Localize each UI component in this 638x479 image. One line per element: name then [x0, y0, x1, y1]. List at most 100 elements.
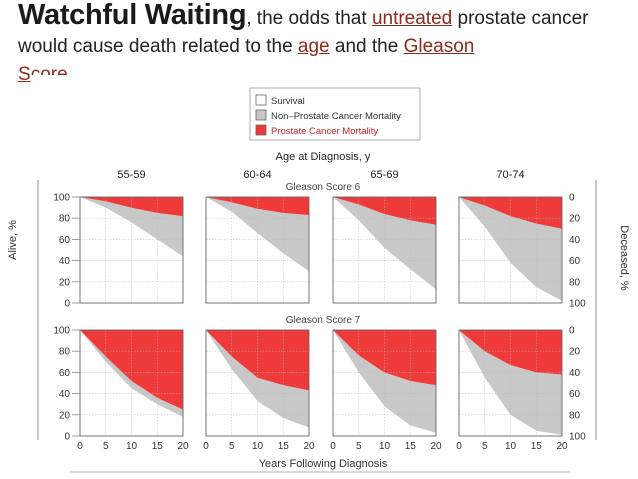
legend-label-2: Non–Prostate Cancer Mortality [271, 111, 401, 122]
x-tick-c4-10: 10 [505, 441, 517, 452]
y-axis-title-right: Deceased, % [618, 225, 630, 291]
y-tick-left-r2-0: 0 [64, 432, 70, 443]
y-tick-right-r1-40: 40 [569, 235, 581, 246]
legend-swatch-3 [255, 124, 267, 136]
x-tick-c2-10: 10 [252, 441, 264, 452]
panel-bg-r1-55-59 [80, 197, 183, 303]
prostate-area-r1-70-74 [459, 197, 562, 229]
legend-swatch-1 [255, 94, 267, 106]
age-header-60-64: 60-64 [243, 169, 271, 181]
x-tick-c2-0: 0 [203, 441, 209, 452]
row-label-1: Gleason Score 6 [286, 182, 361, 193]
y-tick-right-r1-100: 100 [569, 299, 586, 310]
y-tick-left-r2-20: 20 [59, 410, 71, 421]
prostate-area-r1-65-69 [333, 197, 436, 225]
panel-bg-r1-70-74 [459, 197, 562, 303]
x-tick-c2-5: 5 [229, 441, 235, 452]
panel-frame-r1-55-59 [79, 196, 184, 304]
x-tick-c1-0: 0 [77, 441, 83, 452]
y-tick-right-r1-80: 80 [569, 277, 581, 288]
x-tick-c4-5: 5 [482, 441, 488, 452]
y-tick-left-r1-80: 80 [59, 214, 71, 225]
title-text-2: prostate cancer would cause death relate… [18, 8, 589, 57]
x-tick-c3-10: 10 [379, 441, 391, 452]
prostate-area-r2-70-74 [459, 330, 562, 375]
panel-frame-r1-60-64 [205, 196, 310, 304]
x-tick-c3-0: 0 [330, 441, 336, 452]
non-prostate-area-r1-70-74 [459, 197, 562, 301]
x-tick-c2-15: 15 [278, 441, 290, 452]
slide-title: Watchful Waiting, the odds that untreate… [18, 0, 633, 89]
x-tick-c3-15: 15 [405, 441, 417, 452]
title-text-3: and the [329, 36, 404, 57]
y-tick-right-r1-0: 0 [569, 193, 575, 204]
panel-bg-r1-65-69 [333, 197, 436, 303]
panel-bg-r2-70-74 [459, 330, 562, 436]
prostate-area-r2-60-64 [206, 330, 309, 391]
y-tick-right-r1-20: 20 [569, 214, 581, 225]
chart-title: Age at Diagnosis, y [276, 151, 371, 163]
y-tick-right-r2-40: 40 [569, 368, 581, 379]
panel-bg-r2-65-69 [333, 330, 436, 436]
panel-frame-r2-55-59 [79, 329, 184, 437]
y-tick-left-r2-60: 60 [59, 368, 71, 379]
non-prostate-area-r1-60-64 [206, 197, 309, 272]
title-link-age[interactable]: age [297, 36, 330, 57]
non-prostate-area-r2-70-74 [459, 330, 562, 435]
legend-label-1: Survival [271, 96, 305, 107]
prostate-area-r1-60-64 [206, 197, 309, 215]
panel-frame-r2-70-74 [458, 329, 563, 437]
title-link-gleason[interactable]: Gleason [403, 36, 475, 57]
y-tick-left-r1-40: 40 [59, 256, 71, 267]
x-tick-c4-20: 20 [556, 441, 568, 452]
title-text-1: , the odds that [246, 8, 372, 29]
x-axis-title: Years Following Diagnosis [259, 458, 388, 470]
panel-frame-r2-60-64 [205, 329, 310, 437]
y-tick-left-r1-20: 20 [59, 277, 71, 288]
x-tick-c4-15: 15 [531, 441, 543, 452]
panel-frame-r1-65-69 [332, 196, 437, 304]
title-link-untreated[interactable]: untreated [371, 8, 453, 29]
y-tick-right-r2-100: 100 [569, 432, 586, 443]
non-prostate-area-r1-55-59 [80, 197, 183, 257]
x-tick-c1-20: 20 [177, 441, 189, 452]
x-tick-c1-15: 15 [152, 441, 164, 452]
age-header-70-74: 70-74 [496, 169, 524, 181]
prostate-area-r2-55-59 [80, 330, 183, 410]
y-tick-right-r1-60: 60 [569, 256, 581, 267]
y-tick-left-r1-100: 100 [53, 193, 70, 204]
y-tick-left-r1-60: 60 [59, 235, 71, 246]
row-label-2: Gleason Score 7 [286, 315, 361, 326]
title-score-initial: S [18, 64, 31, 85]
x-tick-c1-5: 5 [103, 441, 109, 452]
y-tick-left-r2-40: 40 [59, 389, 71, 400]
panel-frame-r1-70-74 [458, 196, 563, 304]
legend-swatch-2 [255, 109, 267, 121]
legend-label-3: Prostate Cancer Mortality [271, 126, 378, 137]
panel-bg-r1-60-64 [206, 197, 309, 303]
title-score-rest: core [30, 64, 68, 75]
panel-bg-r2-60-64 [206, 330, 309, 436]
x-tick-c4-0: 0 [456, 441, 462, 452]
x-tick-c3-5: 5 [356, 441, 362, 452]
prostate-area-r2-65-69 [333, 330, 436, 386]
non-prostate-area-r1-65-69 [333, 197, 436, 290]
age-header-55-59: 55-59 [117, 169, 145, 181]
title-bold: Watchful Waiting [18, 0, 247, 31]
age-header-65-69: 65-69 [370, 169, 398, 181]
panel-frame-r2-65-69 [332, 329, 437, 437]
y-tick-right-r2-0: 0 [569, 326, 575, 337]
non-prostate-area-r2-60-64 [206, 330, 309, 428]
y-tick-left-r2-100: 100 [53, 326, 70, 337]
y-tick-right-r2-20: 20 [569, 347, 581, 358]
x-tick-c3-20: 20 [430, 441, 442, 452]
y-axis-title-left: Alive, % [7, 220, 19, 260]
legend-box [249, 87, 421, 141]
non-prostate-area-r2-65-69 [333, 330, 436, 433]
prostate-area-r1-55-59 [80, 197, 183, 217]
x-tick-c2-20: 20 [303, 441, 315, 452]
x-tick-c1-10: 10 [126, 441, 138, 452]
y-tick-right-r2-60: 60 [569, 389, 581, 400]
panel-bg-r2-55-59 [80, 330, 183, 436]
y-tick-left-r2-80: 80 [59, 347, 71, 358]
